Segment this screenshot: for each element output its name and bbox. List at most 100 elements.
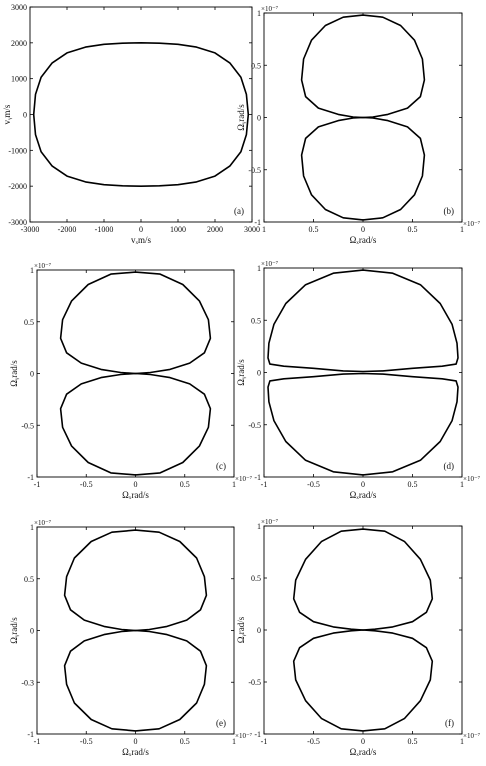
x-tick-label: 0.5 (309, 225, 319, 234)
series-line (300, 14, 426, 119)
y-exponent-label: ×10⁻⁷ (261, 260, 279, 268)
x-axis-label: Ωₓrad/s (350, 235, 377, 245)
x-tick-label: -1 (34, 737, 41, 746)
y-tick-label: -0.3 (21, 678, 34, 687)
x-tick-label: 0.5 (180, 480, 190, 489)
y-tick-label: -0.5 (248, 678, 261, 687)
y-exponent-label: ×10⁻⁷ (261, 5, 279, 13)
x-tick-label: 1 (232, 737, 236, 746)
x-tick-label: -0.5 (307, 480, 320, 489)
y-exponent-label: ×10⁻⁷ (34, 519, 52, 527)
y-tick-label: 0.5 (251, 574, 261, 583)
series-line (59, 271, 212, 375)
series-line (267, 269, 459, 373)
panel-label: (f) (445, 718, 454, 728)
x-tick-label: -1 (261, 480, 268, 489)
x-tick-label: 1 (460, 480, 464, 489)
panel-label: (a) (234, 206, 244, 216)
plot-frame (29, 6, 253, 223)
x-axis-label: Ωₓrad/s (122, 747, 149, 757)
series-line (59, 372, 212, 476)
y-tick-label: -1 (254, 218, 261, 227)
series-line (267, 372, 459, 476)
x-tick-label: 1000 (170, 225, 186, 234)
y-tick-label: -1000 (8, 146, 27, 155)
x-tick-label: -2000 (58, 225, 77, 234)
x-tick-label: -1 (261, 737, 268, 746)
x-tick-label: 0.5 (408, 480, 418, 489)
x-tick-label: 0.5 (180, 737, 190, 746)
y-axis-label: Ωᵧrad/s (236, 359, 247, 386)
y-axis-label: Ωᵧrad/s (236, 104, 247, 131)
x-tick-label: 3000 (244, 225, 260, 234)
x-exponent-label: ×10⁻⁷ (463, 220, 481, 228)
x-tick-label: 0 (134, 737, 138, 746)
series-line (63, 529, 208, 632)
panel-label: (b) (444, 206, 455, 216)
series-line (32, 42, 250, 187)
x-exponent-label: ×10⁻⁷ (235, 475, 253, 483)
y-tick-label: -0.5 (21, 421, 34, 430)
series-line (292, 629, 434, 732)
y-tick-label: 0.5 (24, 575, 34, 584)
x-tick-label: -0.5 (80, 480, 93, 489)
y-tick-label: 0 (257, 114, 261, 123)
x-tick-label: 1 (232, 480, 236, 489)
series-line (292, 528, 434, 631)
y-tick-label: -3000 (8, 218, 27, 227)
y-tick-label: 1000 (11, 75, 27, 84)
y-tick-label: 0 (30, 370, 34, 379)
y-exponent-label: ×10⁻⁷ (261, 518, 279, 526)
y-tick-label: 1 (257, 9, 261, 18)
y-tick-label: 1 (30, 523, 34, 532)
x-tick-label: -1000 (95, 225, 114, 234)
x-tick-label: 2000 (207, 225, 223, 234)
y-axis-label: Ωᵧrad/s (236, 616, 247, 643)
y-tick-label: 0 (23, 111, 27, 120)
y-tick-label: -1 (254, 473, 261, 482)
y-tick-label: -1 (27, 473, 34, 482)
x-tick-label: 0 (361, 480, 365, 489)
y-tick-label: 0.5 (251, 61, 261, 70)
x-tick-label: -1 (34, 480, 41, 489)
y-tick-label: 1 (30, 266, 34, 275)
panel-label: (c) (216, 461, 226, 471)
x-axis-label: Ωₓrad/s (350, 490, 377, 500)
x-tick-label: 1 (460, 737, 464, 746)
x-tick-label: -0.5 (307, 737, 320, 746)
plot-frame (263, 267, 463, 478)
x-exponent-label: ×10⁻⁷ (463, 732, 481, 740)
x-tick-label: 1 (262, 225, 266, 234)
y-tick-label: 1 (257, 264, 261, 273)
y-tick-label: -1 (27, 730, 34, 739)
y-axis-label: Ωᵧrad/s (9, 360, 20, 387)
y-tick-label: 0 (257, 369, 261, 378)
x-axis-label: Ωₓrad/s (350, 747, 377, 757)
x-exponent-label: ×10⁻⁷ (235, 732, 253, 740)
y-tick-label: -0.5 (248, 166, 261, 175)
x-axis-label: Ωₓrad/s (122, 490, 149, 500)
y-tick-label: -0.5 (248, 421, 261, 430)
y-tick-label: -2000 (8, 182, 27, 191)
y-tick-label: 1 (257, 522, 261, 531)
y-exponent-label: ×10⁻⁷ (34, 262, 52, 270)
x-tick-label: 1 (460, 225, 464, 234)
x-tick-label: 0 (139, 225, 143, 234)
panel-label: (d) (444, 461, 455, 471)
series-line (63, 629, 208, 732)
x-tick-label: 0.5 (408, 225, 418, 234)
y-tick-label: 0.5 (24, 318, 34, 327)
x-tick-label: 0.5 (408, 737, 418, 746)
y-tick-label: 3000 (11, 3, 27, 12)
x-tick-label: 0 (361, 225, 365, 234)
y-tick-label: -1 (254, 730, 261, 739)
y-tick-label: 2000 (11, 39, 27, 48)
y-tick-label: 0.5 (251, 316, 261, 325)
panel-label: (e) (216, 718, 226, 728)
x-axis-label: vₓm/s (131, 235, 152, 245)
y-tick-label: 0 (30, 627, 34, 636)
x-tick-label: -0.5 (80, 737, 93, 746)
y-axis-label: vᵧm/s (2, 104, 13, 124)
x-tick-label: 0 (361, 737, 365, 746)
